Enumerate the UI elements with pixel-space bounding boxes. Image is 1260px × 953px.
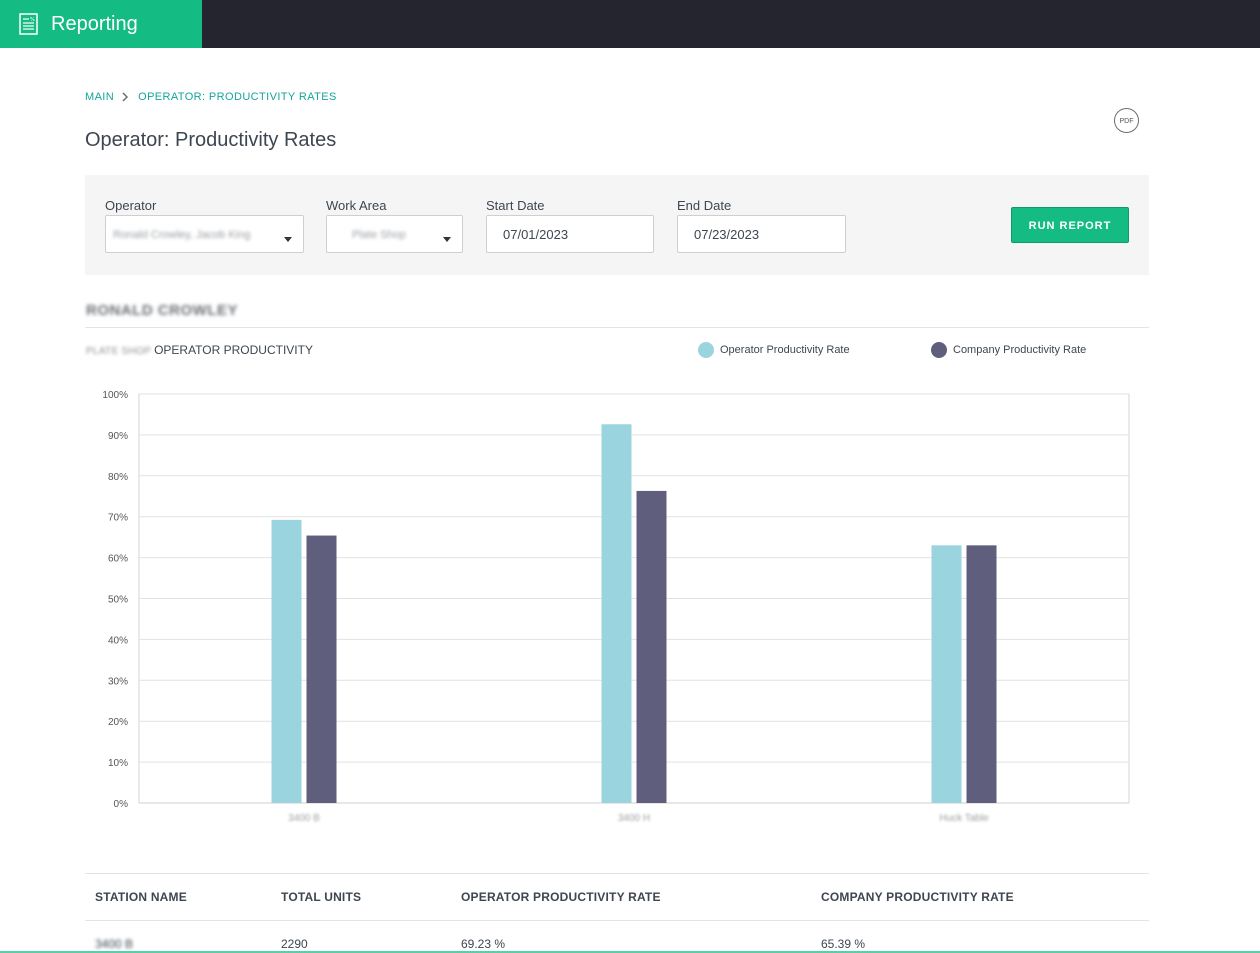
legend-item-company[interactable]: Company Productivity Rate xyxy=(931,342,1086,358)
start-date-label: Start Date xyxy=(486,198,545,213)
dropdown-caret-icon xyxy=(284,237,292,242)
start-date-input[interactable]: 07/01/2023 xyxy=(486,215,654,253)
breadcrumb: MAIN OPERATOR: PRODUCTIVITY RATES xyxy=(85,91,337,103)
operator-label: Operator xyxy=(105,198,157,213)
svg-text:%: % xyxy=(30,17,35,23)
x-tick-label: 3400 H xyxy=(618,813,650,824)
y-tick-label: 20% xyxy=(108,717,128,728)
y-tick-label: 70% xyxy=(108,513,128,524)
work-area-select[interactable]: Plate Shop xyxy=(326,215,463,253)
legend-label-operator: Operator Productivity Rate xyxy=(720,344,850,356)
y-tick-label: 90% xyxy=(108,431,128,442)
y-tick-label: 10% xyxy=(108,758,128,769)
breadcrumb-current: OPERATOR: PRODUCTIVITY RATES xyxy=(138,91,337,103)
app-title: Reporting xyxy=(51,12,138,35)
col-header-operator-rate[interactable]: OPERATOR PRODUCTIVITY RATE xyxy=(461,890,661,904)
bar-operator xyxy=(601,424,632,803)
cell-company-rate: 65.39 % xyxy=(821,937,866,951)
operator-name-heading: RONALD CROWLEY xyxy=(86,302,238,319)
bar-operator xyxy=(271,519,302,803)
y-tick-label: 0% xyxy=(114,799,129,810)
col-header-station-name[interactable]: STATION NAME xyxy=(95,890,187,904)
chart-title-text: OPERATOR PRODUCTIVITY xyxy=(154,343,313,357)
y-tick-label: 80% xyxy=(108,472,128,483)
col-header-company-rate[interactable]: COMPANY PRODUCTIVITY RATE xyxy=(821,890,1014,904)
y-tick-label: 50% xyxy=(108,595,128,606)
legend-swatch-company xyxy=(931,342,947,358)
bottom-accent-line xyxy=(0,951,1260,953)
bar-company xyxy=(306,535,337,803)
chevron-right-icon xyxy=(122,92,129,102)
work-area-label: Work Area xyxy=(326,198,387,213)
breadcrumb-main-link[interactable]: MAIN xyxy=(85,91,115,103)
chart-title: PLATE SHOP OPERATOR PRODUCTIVITY xyxy=(86,343,313,357)
bar-operator xyxy=(931,545,962,803)
run-report-button[interactable]: RUN REPORT xyxy=(1011,207,1129,243)
end-date-label: End Date xyxy=(677,198,732,213)
page-title: Operator: Productivity Rates xyxy=(85,129,337,151)
legend-label-company: Company Productivity Rate xyxy=(953,344,1087,356)
bar-company xyxy=(966,545,997,803)
work-area-select-value: Plate Shop xyxy=(352,229,406,241)
y-tick-label: 100% xyxy=(102,390,128,401)
divider xyxy=(85,327,1149,328)
app-brand[interactable]: % Reporting xyxy=(0,0,202,48)
col-header-total-units[interactable]: TOTAL UNITS xyxy=(281,890,362,904)
cell-total-units: 2290 xyxy=(281,937,308,951)
table-top-divider xyxy=(85,873,1149,874)
report-icon: % xyxy=(19,13,38,35)
cell-station-name: 3400 B xyxy=(95,937,134,951)
legend-item-operator[interactable]: Operator Productivity Rate xyxy=(698,342,850,358)
y-tick-label: 60% xyxy=(108,554,128,565)
operator-select[interactable]: Ronald Crowley, Jacob King xyxy=(105,215,304,253)
y-tick-label: 40% xyxy=(108,635,128,646)
bar-company xyxy=(636,490,667,803)
top-bar xyxy=(0,0,1260,48)
x-tick-label: Huck Table xyxy=(939,813,989,824)
operator-select-value: Ronald Crowley, Jacob King xyxy=(113,229,251,241)
dropdown-caret-icon xyxy=(443,237,451,242)
chart-title-prefix: PLATE SHOP xyxy=(86,346,152,357)
table-header-divider xyxy=(85,920,1149,921)
legend-swatch-operator xyxy=(698,342,714,358)
pdf-export-button[interactable]: PDF xyxy=(1114,108,1139,133)
y-tick-label: 30% xyxy=(108,676,128,687)
cell-operator-rate: 69.23 % xyxy=(461,937,506,951)
x-tick-label: 3400 B xyxy=(288,813,320,824)
end-date-input[interactable]: 07/23/2023 xyxy=(677,215,846,253)
